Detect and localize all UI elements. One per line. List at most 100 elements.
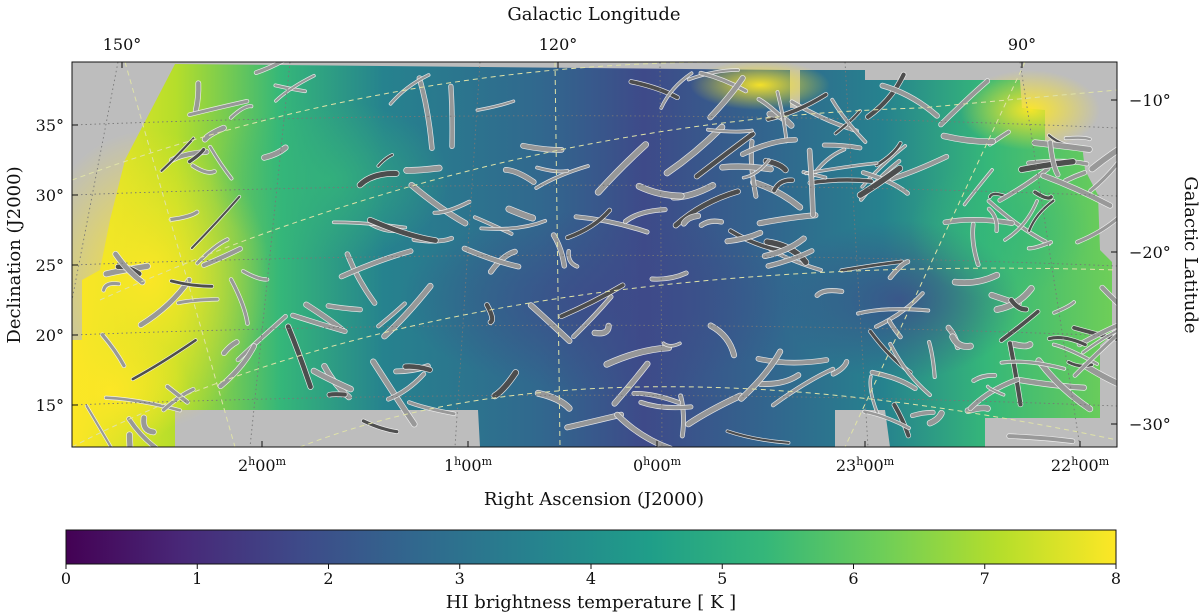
cbar-tick-label-5: 5 bbox=[717, 569, 727, 588]
cbar-tick-label-1: 1 bbox=[192, 569, 202, 588]
filament-84 bbox=[941, 133, 996, 145]
filament-64 bbox=[592, 323, 612, 336]
filament-61 bbox=[104, 396, 182, 412]
filament-138 bbox=[141, 415, 156, 435]
filament-93 bbox=[740, 137, 798, 157]
filament-38 bbox=[726, 430, 790, 444]
filament-62 bbox=[998, 166, 1050, 203]
filament-28 bbox=[874, 291, 924, 328]
coordinate-grid bbox=[72, 62, 1117, 447]
filament-97 bbox=[160, 137, 195, 172]
filament-130 bbox=[229, 277, 250, 326]
filament-69 bbox=[771, 367, 835, 407]
filament-32 bbox=[126, 432, 133, 447]
filament-107 bbox=[699, 71, 748, 93]
filament-110 bbox=[650, 271, 688, 281]
filament-54 bbox=[476, 100, 515, 112]
filament-96 bbox=[201, 246, 243, 268]
filament-209 bbox=[830, 98, 867, 144]
filament-51 bbox=[520, 143, 564, 153]
glon-tick-label-1: 120° bbox=[539, 35, 578, 54]
filament-31 bbox=[528, 302, 572, 344]
yellow-region-lower-left bbox=[72, 330, 190, 447]
cbar-tick-label-6: 6 bbox=[848, 569, 858, 588]
filament-83 bbox=[687, 68, 740, 81]
cbar-tick-label-3: 3 bbox=[455, 569, 465, 588]
filament-118 bbox=[1041, 173, 1113, 208]
filament-128 bbox=[332, 221, 407, 229]
filament-201 bbox=[831, 359, 849, 376]
filament-43 bbox=[357, 170, 399, 188]
filament-189 bbox=[888, 259, 910, 280]
filament-218 bbox=[807, 148, 816, 218]
filament-163 bbox=[1018, 159, 1076, 173]
filament-136 bbox=[241, 269, 269, 281]
filament-156 bbox=[1047, 336, 1087, 347]
filament-2 bbox=[972, 373, 997, 383]
filament-86 bbox=[169, 279, 214, 288]
filament-184 bbox=[113, 251, 145, 285]
filament-171 bbox=[448, 84, 455, 149]
filament-1 bbox=[927, 340, 937, 379]
filament-179 bbox=[1027, 240, 1053, 250]
cbar-tick-label-2: 2 bbox=[323, 569, 333, 588]
filament-144 bbox=[1077, 323, 1117, 347]
filament-125 bbox=[407, 400, 456, 416]
plot-frame bbox=[71, 61, 1118, 448]
filament-46 bbox=[629, 79, 680, 100]
filament-145 bbox=[551, 233, 567, 268]
filament-165 bbox=[861, 170, 910, 195]
filament-199 bbox=[952, 272, 1000, 286]
filament-186 bbox=[1073, 332, 1117, 378]
filament-117 bbox=[887, 319, 903, 339]
green-region-mid bbox=[210, 100, 450, 260]
right-axis-label: Galactic Latitude bbox=[1180, 176, 1200, 333]
filament-180 bbox=[236, 314, 288, 362]
sky-map bbox=[72, 62, 1117, 447]
filament-133 bbox=[808, 178, 873, 185]
filament-103 bbox=[910, 410, 935, 418]
dec-tick-label-1: 30° bbox=[36, 186, 64, 205]
filament-216 bbox=[927, 410, 945, 426]
filament-168 bbox=[403, 364, 433, 373]
filament-176 bbox=[725, 230, 763, 244]
filament-152 bbox=[462, 246, 521, 269]
filament-167 bbox=[535, 390, 572, 411]
glon-tick-label-2: 90° bbox=[1008, 35, 1036, 54]
filament-66 bbox=[756, 356, 829, 365]
galactic-grid bbox=[72, 62, 1117, 447]
filament-134 bbox=[968, 377, 1020, 411]
filament-70 bbox=[699, 219, 724, 228]
filament-81 bbox=[660, 72, 693, 110]
filament-63 bbox=[503, 167, 536, 185]
ra-tick-label-1: 1h00m bbox=[444, 455, 493, 475]
filament-25 bbox=[559, 283, 625, 319]
filament-24 bbox=[506, 206, 536, 221]
filament-55 bbox=[102, 281, 121, 292]
axis-ticks: 35° 30° 25° 20° 15° 2h00m 1h00m 0h00m 23h00m 22h0… bbox=[36, 35, 1171, 475]
filament-112 bbox=[1033, 190, 1053, 200]
filament-121 bbox=[169, 210, 199, 222]
filament-212 bbox=[1009, 297, 1029, 312]
filament-206 bbox=[870, 370, 917, 391]
filament-172 bbox=[1003, 199, 1039, 242]
filament-177 bbox=[191, 164, 216, 175]
filament-78 bbox=[195, 238, 229, 265]
filament-99 bbox=[1007, 341, 1023, 407]
filament-68 bbox=[999, 309, 1040, 343]
filament-overlay bbox=[84, 62, 1117, 447]
filament-23 bbox=[492, 369, 519, 399]
colorbar-ticks: 0 1 2 3 4 5 6 7 8 bbox=[61, 564, 1121, 588]
filament-208 bbox=[187, 99, 249, 117]
filament-89 bbox=[488, 249, 518, 274]
filament-183 bbox=[85, 404, 113, 447]
filament-102 bbox=[484, 302, 495, 325]
filament-41 bbox=[190, 195, 241, 250]
glat-tick-label-2: −30° bbox=[1129, 415, 1171, 434]
filament-221 bbox=[202, 125, 227, 142]
filament-108 bbox=[766, 248, 814, 268]
filament-45 bbox=[1063, 170, 1087, 183]
filament-122 bbox=[574, 215, 649, 234]
filament-151 bbox=[758, 372, 801, 387]
filament-126 bbox=[1052, 343, 1099, 366]
